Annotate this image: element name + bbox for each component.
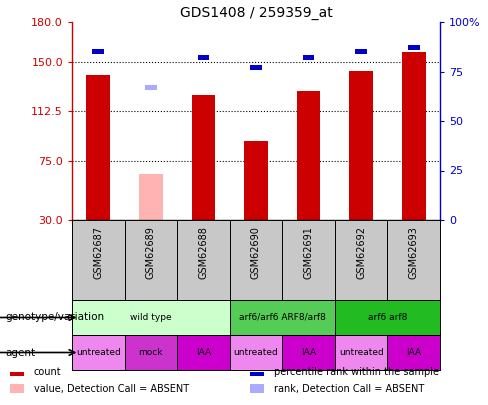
Text: GSM62692: GSM62692 bbox=[356, 226, 366, 279]
Bar bbox=[408, 45, 420, 50]
Text: GSM62689: GSM62689 bbox=[146, 226, 156, 279]
Bar bbox=[177, 335, 230, 370]
Text: IAA: IAA bbox=[406, 348, 421, 357]
Text: untreated: untreated bbox=[234, 348, 278, 357]
Text: GSM62688: GSM62688 bbox=[199, 226, 208, 279]
Bar bbox=[297, 91, 321, 220]
Bar bbox=[10, 367, 24, 376]
Bar bbox=[402, 52, 426, 220]
Text: IAA: IAA bbox=[301, 348, 316, 357]
Bar bbox=[139, 174, 163, 220]
Text: count: count bbox=[34, 367, 61, 377]
Bar bbox=[198, 55, 209, 60]
Bar bbox=[86, 75, 110, 220]
Text: mock: mock bbox=[139, 348, 163, 357]
Title: GDS1408 / 259359_at: GDS1408 / 259359_at bbox=[180, 6, 332, 19]
Bar bbox=[335, 335, 387, 370]
Text: untreated: untreated bbox=[339, 348, 384, 357]
Text: value, Detection Call = ABSENT: value, Detection Call = ABSENT bbox=[34, 384, 189, 394]
Bar bbox=[335, 300, 440, 335]
Text: untreated: untreated bbox=[76, 348, 121, 357]
Text: genotype/variation: genotype/variation bbox=[5, 313, 104, 322]
Text: wild type: wild type bbox=[130, 313, 172, 322]
Bar bbox=[230, 335, 282, 370]
Text: GSM62687: GSM62687 bbox=[93, 226, 103, 279]
Bar bbox=[72, 300, 230, 335]
Text: GSM62691: GSM62691 bbox=[304, 226, 314, 279]
Bar bbox=[282, 335, 335, 370]
Bar bbox=[250, 65, 262, 70]
Bar bbox=[250, 367, 264, 376]
Bar bbox=[387, 335, 440, 370]
Bar bbox=[192, 95, 215, 220]
Bar bbox=[145, 85, 157, 90]
Bar bbox=[349, 71, 373, 220]
Text: rank, Detection Call = ABSENT: rank, Detection Call = ABSENT bbox=[274, 384, 424, 394]
Bar bbox=[355, 49, 367, 54]
Bar bbox=[10, 384, 24, 393]
Text: IAA: IAA bbox=[196, 348, 211, 357]
Bar bbox=[92, 49, 104, 54]
Bar bbox=[124, 335, 177, 370]
Bar bbox=[230, 300, 335, 335]
Bar bbox=[303, 55, 314, 60]
Text: arf6 arf8: arf6 arf8 bbox=[368, 313, 407, 322]
Bar bbox=[250, 384, 264, 393]
Text: percentile rank within the sample: percentile rank within the sample bbox=[274, 367, 439, 377]
Text: agent: agent bbox=[5, 347, 35, 358]
Text: GSM62693: GSM62693 bbox=[409, 226, 419, 279]
Text: GSM62690: GSM62690 bbox=[251, 226, 261, 279]
Bar bbox=[72, 335, 124, 370]
Text: arf6/arf6 ARF8/arf8: arf6/arf6 ARF8/arf8 bbox=[239, 313, 325, 322]
Bar bbox=[244, 141, 268, 220]
